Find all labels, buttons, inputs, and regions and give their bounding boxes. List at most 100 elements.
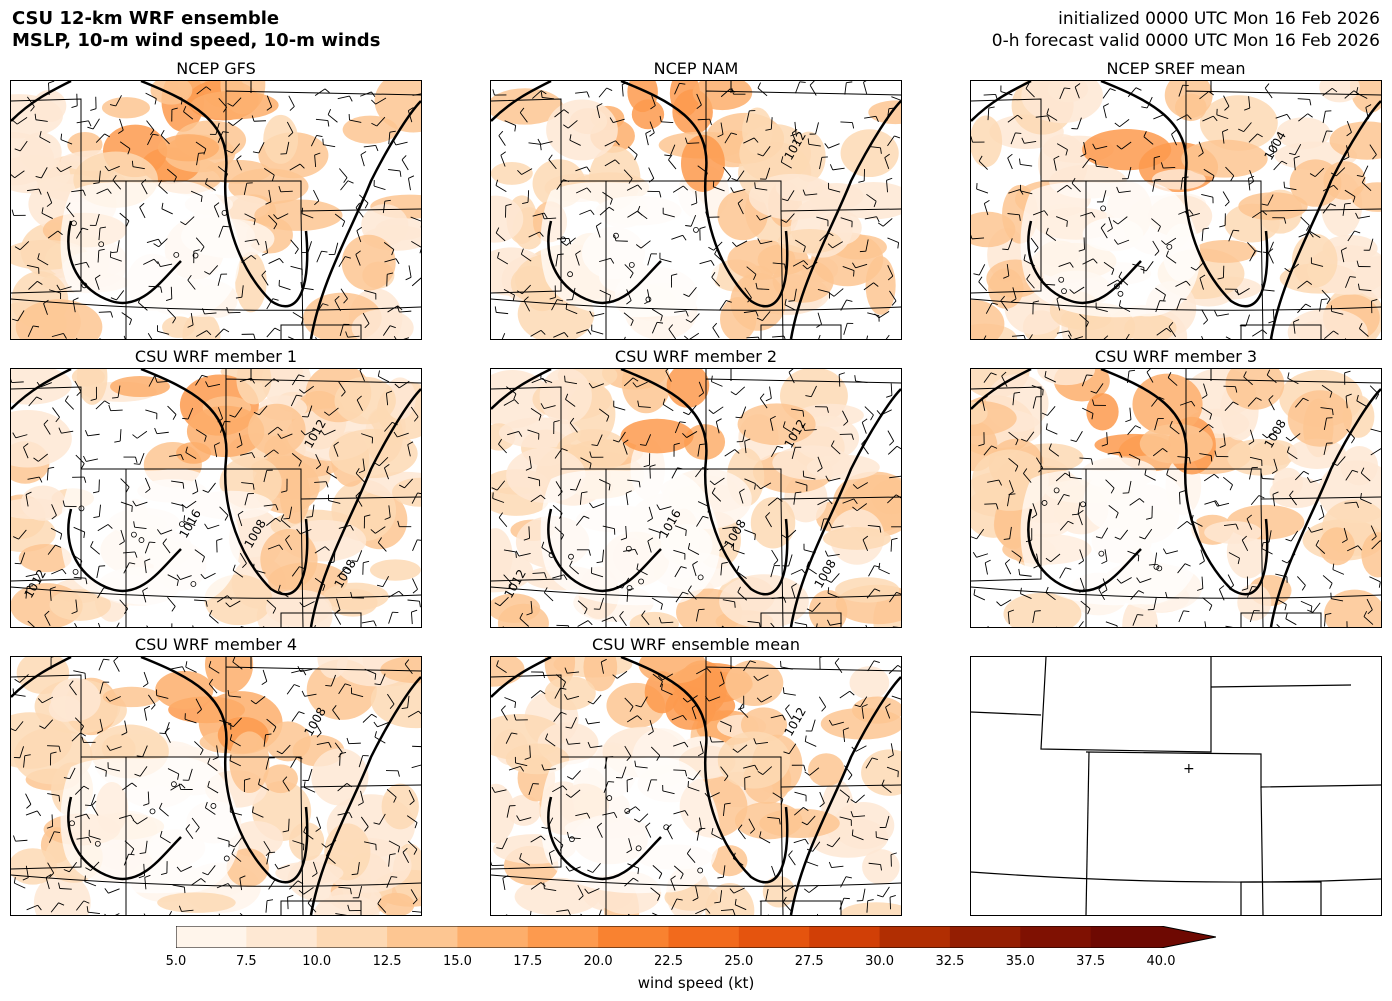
wind-barb: [290, 239, 299, 255]
wind-barb: [50, 657, 54, 670]
wind-barb: [162, 538, 171, 554]
wind-barb: [1001, 371, 1008, 387]
init-time: initialized 0000 UTC Mon 16 Feb 2026: [1058, 9, 1380, 29]
wind-barb: [239, 875, 246, 891]
wind-barb: [144, 477, 151, 494]
wind-barb: [770, 714, 786, 721]
wind-barb: [277, 584, 289, 598]
state-border: [1040, 657, 1212, 753]
wind-barb: [387, 693, 395, 709]
wind-barb: [202, 308, 217, 315]
wind-barb: [402, 847, 410, 864]
calm-region: [1020, 180, 1200, 318]
wind-barb: [565, 393, 576, 407]
wind-barb: [818, 696, 827, 712]
wind-barb: [1345, 469, 1359, 481]
state-border: [1260, 210, 1264, 339]
wind-barb: [333, 441, 339, 457]
wind-barb: [225, 600, 241, 608]
panel-title: CSU WRF ensemble mean: [591, 635, 800, 654]
wind-barb: [1030, 237, 1039, 253]
wind-barb: [355, 468, 365, 483]
wind-barb: [157, 261, 173, 268]
state-border: [1210, 684, 1352, 688]
wind-barb: [98, 311, 114, 318]
calm-wind-marker: [569, 836, 575, 843]
wind-barb: [63, 861, 78, 873]
wind-barb: [37, 696, 54, 704]
wind-barb: [263, 449, 279, 458]
wind-barb: [1342, 202, 1351, 216]
wind-barb: [1082, 258, 1098, 265]
wind-barb: [1169, 420, 1180, 435]
wind-barb: [1023, 254, 1035, 267]
wind-speed-shading: [861, 749, 901, 796]
wind-barb: [358, 458, 365, 474]
wind-barb: [291, 566, 306, 577]
wind-speed-shading: [341, 234, 396, 291]
state-border: [780, 786, 784, 915]
wind-barb: [1079, 314, 1089, 328]
wind-barb: [793, 807, 809, 816]
wind-barb: [278, 279, 291, 291]
wind-barb: [98, 226, 107, 241]
wind-barb: [709, 477, 725, 486]
wind-barb: [144, 874, 151, 890]
wind-barb: [1071, 502, 1081, 516]
wind-barb: [722, 599, 736, 608]
wind-barb: [1140, 261, 1154, 272]
wind-barb: [889, 475, 901, 479]
wind-barb: [564, 667, 580, 674]
wind-barb: [652, 673, 663, 688]
wind-barb: [671, 467, 684, 479]
wind-barb: [1007, 493, 1016, 507]
wind-barb: [746, 266, 757, 280]
wind-barb: [1056, 295, 1063, 311]
wind-barb: [1100, 223, 1108, 239]
wind-barb: [1179, 400, 1196, 407]
wind-barb: [325, 850, 336, 864]
wind-barb: [12, 432, 28, 439]
wind-barb: [94, 766, 107, 777]
wind-barb: [840, 299, 853, 311]
wind-speed-shading: [971, 115, 1003, 168]
wind-barb: [212, 745, 219, 761]
wind-barb: [858, 168, 865, 183]
wind-barb: [772, 262, 787, 271]
wind-barb: [154, 427, 169, 435]
wind-barb: [228, 837, 243, 848]
wind-barb: [704, 792, 720, 799]
wind-barb: [363, 514, 371, 529]
wind-barb: [376, 575, 390, 588]
wind-barb: [1000, 85, 1013, 96]
wind-barb: [1143, 131, 1154, 145]
wind-barb: [388, 590, 404, 598]
wind-barb: [517, 168, 533, 175]
wind-barb: [1241, 576, 1249, 591]
wind-barb: [27, 476, 43, 483]
wind-barb: [1369, 144, 1377, 160]
wind-barb: [1268, 309, 1275, 324]
wind-barb: [886, 383, 893, 398]
wind-barb: [530, 329, 546, 337]
wind-barb: [1218, 585, 1225, 601]
wind-barb: [263, 168, 275, 181]
wind-barb: [1214, 450, 1229, 458]
wind-barb: [504, 120, 517, 132]
wind-barb: [687, 585, 697, 600]
reference-map-panel: +: [970, 656, 1382, 916]
wind-barb: [863, 81, 868, 94]
wind-barb: [1167, 372, 1178, 386]
wind-speed-shading: [377, 892, 415, 915]
wind-barb: [1275, 573, 1288, 583]
wind-barb: [281, 478, 288, 493]
wind-barb: [624, 264, 634, 279]
wind-barb: [743, 310, 759, 317]
wind-barb: [736, 565, 747, 579]
wind-barb: [315, 453, 322, 470]
wind-barb: [887, 237, 900, 249]
wind-barb: [673, 865, 684, 880]
forecast-time-info: initialized 0000 UTC Mon 16 Feb 2026 0-h…: [992, 8, 1380, 52]
state-border: [706, 468, 901, 500]
wind-barb: [119, 529, 125, 546]
